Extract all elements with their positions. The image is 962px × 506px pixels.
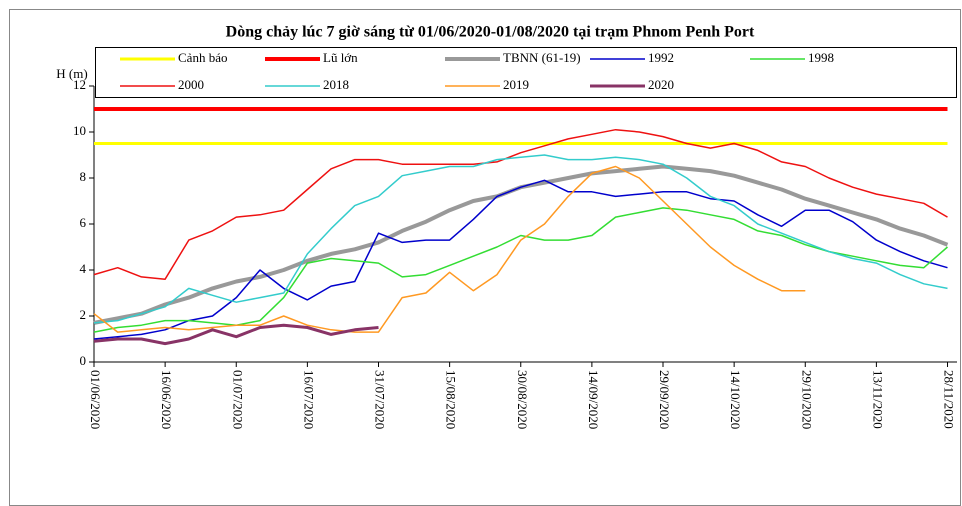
legend-label: 2019 bbox=[503, 77, 529, 92]
y-tick-label: 10 bbox=[73, 123, 86, 138]
legend-label: 1992 bbox=[648, 50, 674, 65]
y-tick-label: 0 bbox=[80, 353, 87, 368]
series-line bbox=[93, 323, 379, 346]
chart-title: Dòng chảy lúc 7 giờ sáng từ 01/06/2020-0… bbox=[226, 24, 755, 41]
x-tick-label: 01/07/2020 bbox=[230, 370, 245, 429]
x-tick-label: 16/06/2020 bbox=[159, 370, 174, 429]
legend-label: 2020 bbox=[648, 77, 674, 92]
y-tick-label: 12 bbox=[73, 77, 86, 92]
y-tick-label: 8 bbox=[80, 169, 87, 184]
legend-label: Lũ lớn bbox=[323, 50, 358, 65]
x-tick-label: 16/07/2020 bbox=[301, 370, 316, 429]
x-tick-label: 29/10/2020 bbox=[799, 370, 814, 429]
y-tick-label: 2 bbox=[80, 307, 87, 322]
x-tick-label: 31/07/2020 bbox=[373, 370, 388, 429]
legend-label: TBNN (61-19) bbox=[503, 50, 581, 65]
series-line bbox=[93, 128, 948, 280]
legend-label: 1998 bbox=[808, 50, 834, 65]
series-line bbox=[93, 154, 948, 324]
legend-label: 2018 bbox=[323, 77, 349, 92]
x-tick-label: 01/06/2020 bbox=[88, 370, 103, 429]
x-tick-label: 14/10/2020 bbox=[728, 370, 743, 429]
x-tick-label: 30/08/2020 bbox=[515, 370, 530, 429]
x-tick-label: 15/08/2020 bbox=[444, 370, 459, 429]
x-tick-label: 29/09/2020 bbox=[657, 370, 672, 429]
x-tick-label: 13/11/2020 bbox=[870, 370, 885, 429]
legend-box bbox=[95, 47, 957, 98]
legend-label: 2000 bbox=[178, 77, 204, 92]
y-axis-label: H (m) bbox=[56, 66, 87, 81]
x-tick-label: 14/09/2020 bbox=[586, 370, 601, 429]
y-tick-label: 6 bbox=[80, 215, 87, 230]
legend-label: Cảnh báo bbox=[178, 50, 227, 65]
y-tick-label: 4 bbox=[80, 261, 87, 276]
series-line bbox=[93, 165, 806, 333]
x-tick-label: 28/11/2020 bbox=[942, 370, 957, 429]
series-line bbox=[93, 179, 948, 340]
